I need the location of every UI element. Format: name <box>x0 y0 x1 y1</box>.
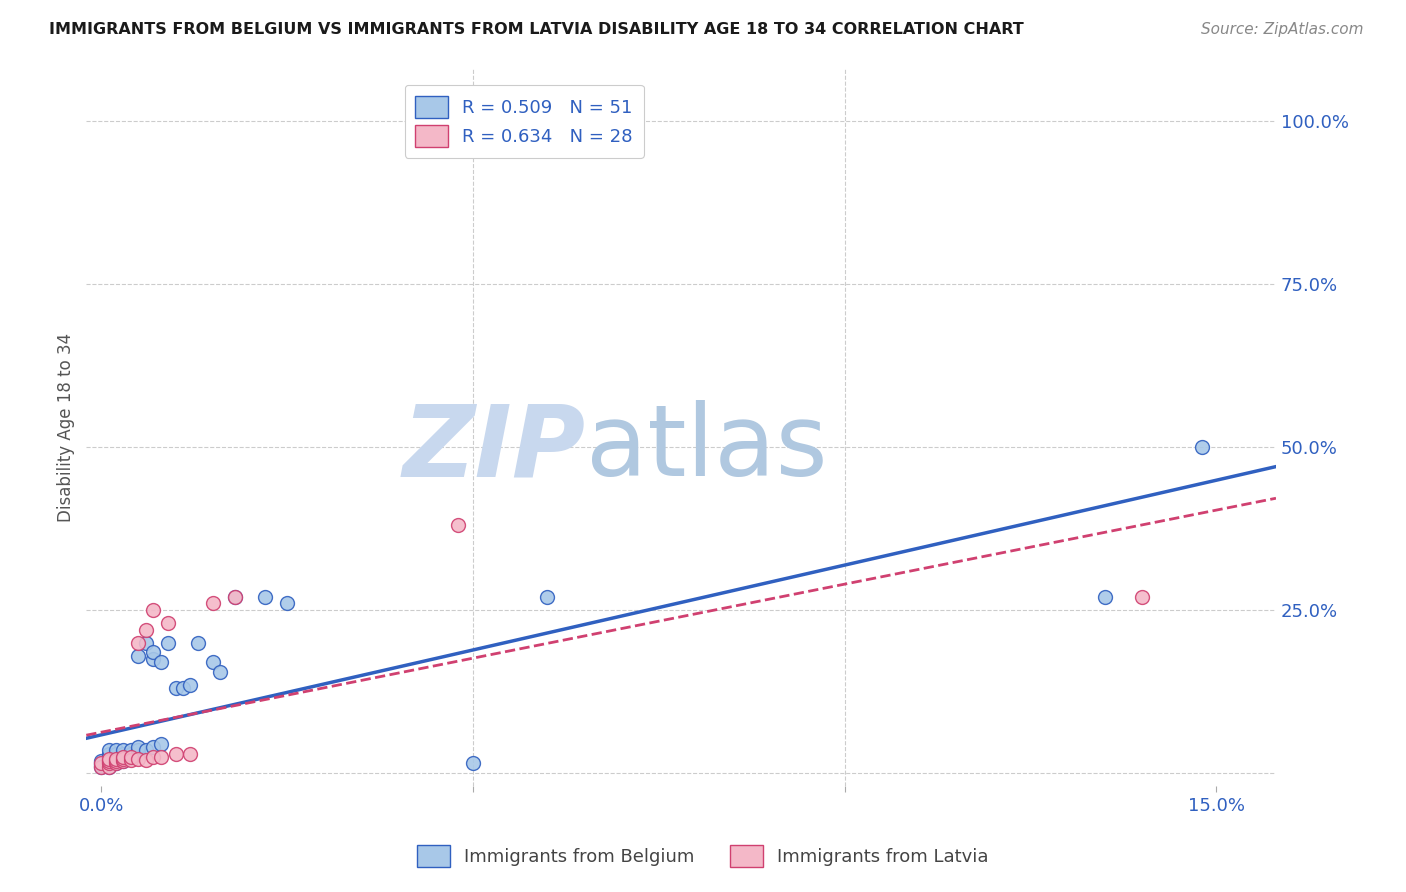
Point <box>97 755 120 769</box>
Point <box>97 755 120 769</box>
Point <box>142 749 165 764</box>
Point <box>127 747 149 761</box>
Point <box>1130 590 1153 604</box>
Point <box>97 743 120 757</box>
Point <box>112 743 135 757</box>
Point <box>157 635 180 649</box>
Point <box>97 756 120 771</box>
Text: ZIP: ZIP <box>404 401 586 498</box>
Point <box>97 752 120 766</box>
Point <box>165 747 187 761</box>
Point <box>179 747 201 761</box>
Point <box>461 756 484 771</box>
Point <box>201 597 224 611</box>
Point <box>149 737 172 751</box>
Legend: R = 0.509   N = 51, R = 0.634   N = 28: R = 0.509 N = 51, R = 0.634 N = 28 <box>405 85 644 158</box>
Point <box>97 759 120 773</box>
Point <box>1191 440 1213 454</box>
Point <box>120 749 142 764</box>
Point <box>97 749 120 764</box>
Text: atlas: atlas <box>586 401 828 498</box>
Point <box>276 597 298 611</box>
Point <box>165 681 187 696</box>
Point <box>224 590 246 604</box>
Point <box>447 518 470 533</box>
Point <box>179 678 201 692</box>
Point <box>90 756 112 771</box>
Point <box>120 753 142 767</box>
Point <box>112 749 135 764</box>
Point <box>112 755 135 769</box>
Point <box>112 747 135 761</box>
Point <box>105 752 128 766</box>
Point <box>105 749 128 764</box>
Point <box>149 749 172 764</box>
Point <box>127 743 149 757</box>
Point <box>127 752 149 766</box>
Point <box>149 655 172 669</box>
Point <box>536 590 558 604</box>
Point <box>90 759 112 773</box>
Text: Source: ZipAtlas.com: Source: ZipAtlas.com <box>1201 22 1364 37</box>
Point <box>135 623 157 637</box>
Point <box>97 752 120 766</box>
Point <box>105 752 128 766</box>
Point <box>112 752 135 766</box>
Point <box>135 753 157 767</box>
Point <box>201 655 224 669</box>
Y-axis label: Disability Age 18 to 34: Disability Age 18 to 34 <box>58 333 75 522</box>
Point <box>105 755 128 769</box>
Point <box>1094 590 1116 604</box>
Point <box>105 756 128 771</box>
Point <box>112 755 135 769</box>
Point <box>187 635 209 649</box>
Point <box>127 648 149 663</box>
Point <box>97 753 120 767</box>
Legend: Immigrants from Belgium, Immigrants from Latvia: Immigrants from Belgium, Immigrants from… <box>409 838 997 874</box>
Point <box>105 755 128 769</box>
Point <box>224 590 246 604</box>
Point <box>90 756 112 771</box>
Point <box>90 758 112 772</box>
Point <box>157 615 180 630</box>
Point <box>142 652 165 666</box>
Point <box>142 645 165 659</box>
Point <box>120 749 142 764</box>
Point <box>142 603 165 617</box>
Point <box>90 759 112 773</box>
Point <box>172 681 194 696</box>
Point <box>142 739 165 754</box>
Point <box>135 743 157 757</box>
Point <box>120 747 142 761</box>
Point <box>127 739 149 754</box>
Point <box>135 635 157 649</box>
Point <box>112 752 135 766</box>
Point <box>97 759 120 773</box>
Point <box>97 747 120 761</box>
Point <box>112 749 135 764</box>
Point <box>209 665 232 679</box>
Point <box>90 755 112 769</box>
Point <box>105 756 128 771</box>
Text: IMMIGRANTS FROM BELGIUM VS IMMIGRANTS FROM LATVIA DISABILITY AGE 18 TO 34 CORREL: IMMIGRANTS FROM BELGIUM VS IMMIGRANTS FR… <box>49 22 1024 37</box>
Point <box>105 747 128 761</box>
Point <box>97 756 120 771</box>
Point <box>127 635 149 649</box>
Point <box>120 743 142 757</box>
Point <box>253 590 276 604</box>
Point <box>105 743 128 757</box>
